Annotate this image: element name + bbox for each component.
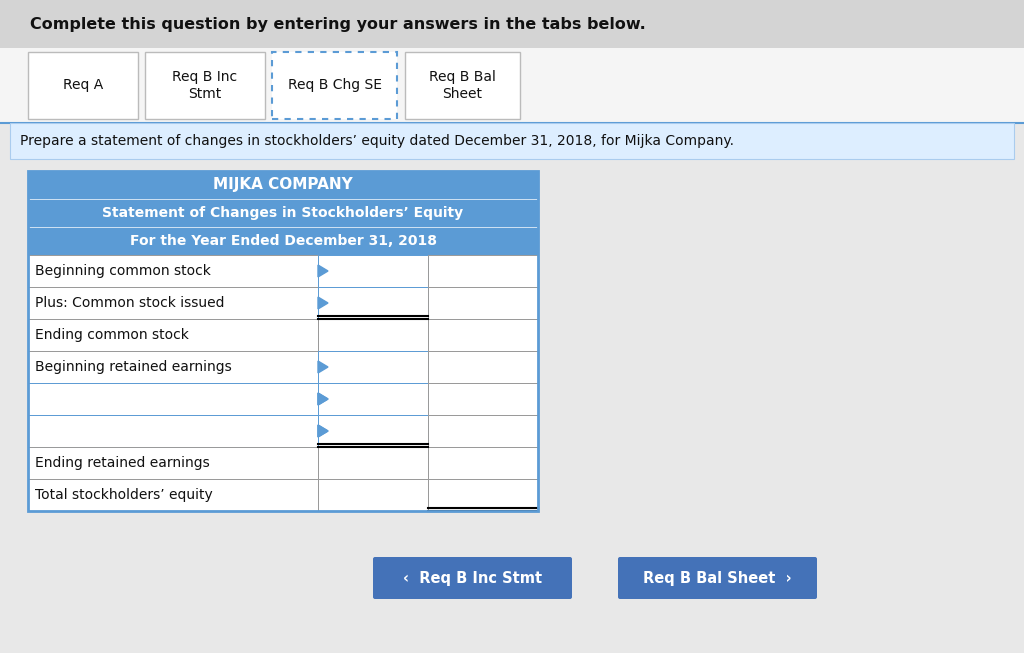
Text: Statement of Changes in Stockholders’ Equity: Statement of Changes in Stockholders’ Eq… xyxy=(102,206,464,220)
Polygon shape xyxy=(318,265,328,277)
Bar xyxy=(428,479,538,511)
Bar xyxy=(406,52,520,119)
Bar xyxy=(28,447,318,479)
Bar xyxy=(145,52,265,119)
Text: Total stockholders’ equity: Total stockholders’ equity xyxy=(35,488,213,502)
Bar xyxy=(28,52,138,119)
Bar xyxy=(272,52,397,119)
Bar xyxy=(318,415,428,447)
Text: Prepare a statement of changes in stockholders’ equity dated December 31, 2018, : Prepare a statement of changes in stockh… xyxy=(20,134,734,148)
Bar xyxy=(318,479,428,511)
Text: For the Year Ended December 31, 2018: For the Year Ended December 31, 2018 xyxy=(129,234,436,248)
Bar xyxy=(28,479,318,511)
Text: Ending retained earnings: Ending retained earnings xyxy=(35,456,210,470)
Bar xyxy=(0,48,1024,123)
Bar xyxy=(428,255,538,287)
Text: Req B Bal Sheet  ›: Req B Bal Sheet › xyxy=(643,571,792,586)
Bar xyxy=(0,0,1024,48)
Polygon shape xyxy=(318,425,328,437)
Bar xyxy=(428,351,538,383)
Bar xyxy=(428,415,538,447)
Bar xyxy=(428,287,538,319)
Polygon shape xyxy=(318,361,328,373)
Text: Req A: Req A xyxy=(62,78,103,93)
Bar xyxy=(28,351,318,383)
Text: Req B Chg SE: Req B Chg SE xyxy=(288,78,382,93)
Bar xyxy=(428,319,538,351)
Bar xyxy=(10,123,1014,159)
Bar xyxy=(28,171,538,511)
Bar xyxy=(28,255,318,287)
Polygon shape xyxy=(318,425,328,437)
Text: Req B Inc
Stmt: Req B Inc Stmt xyxy=(172,71,238,101)
Bar xyxy=(428,383,538,415)
Bar xyxy=(318,383,428,415)
Bar xyxy=(318,287,428,319)
Text: Req B Bal
Sheet: Req B Bal Sheet xyxy=(429,71,496,101)
Bar xyxy=(318,255,428,287)
Text: ‹  Req B Inc Stmt: ‹ Req B Inc Stmt xyxy=(402,571,542,586)
Bar xyxy=(318,447,428,479)
Text: Beginning common stock: Beginning common stock xyxy=(35,264,211,278)
Text: Complete this question by entering your answers in the tabs below.: Complete this question by entering your … xyxy=(30,16,646,31)
Bar xyxy=(318,319,428,351)
Text: Ending common stock: Ending common stock xyxy=(35,328,188,342)
Bar xyxy=(28,319,318,351)
FancyBboxPatch shape xyxy=(373,557,572,599)
Bar xyxy=(318,351,428,383)
Polygon shape xyxy=(318,393,328,405)
Text: Plus: Common stock issued: Plus: Common stock issued xyxy=(35,296,224,310)
Bar xyxy=(28,227,538,255)
Bar xyxy=(28,171,538,199)
Polygon shape xyxy=(318,393,328,405)
FancyBboxPatch shape xyxy=(618,557,817,599)
Bar xyxy=(28,287,318,319)
Text: MIJKA COMPANY: MIJKA COMPANY xyxy=(213,178,353,193)
Bar xyxy=(28,199,538,227)
Text: Beginning retained earnings: Beginning retained earnings xyxy=(35,360,231,374)
Bar xyxy=(28,415,318,447)
Polygon shape xyxy=(318,297,328,309)
Bar xyxy=(28,383,318,415)
Bar xyxy=(428,447,538,479)
